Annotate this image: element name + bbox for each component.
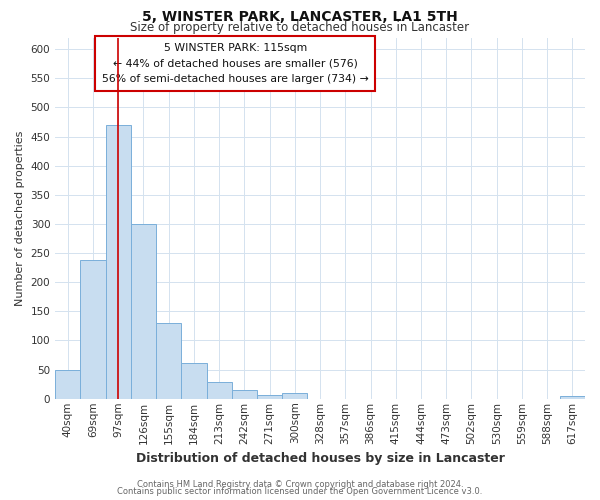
Text: Size of property relative to detached houses in Lancaster: Size of property relative to detached ho…	[130, 21, 470, 34]
Text: Contains HM Land Registry data © Crown copyright and database right 2024.: Contains HM Land Registry data © Crown c…	[137, 480, 463, 489]
Bar	[206, 382, 232, 399]
Bar	[257, 394, 282, 399]
Y-axis label: Number of detached properties: Number of detached properties	[15, 130, 25, 306]
Bar	[106, 125, 131, 399]
Bar	[560, 396, 585, 399]
Bar	[156, 323, 181, 399]
X-axis label: Distribution of detached houses by size in Lancaster: Distribution of detached houses by size …	[136, 452, 505, 465]
Bar	[282, 393, 307, 399]
Bar	[131, 224, 156, 399]
Bar	[232, 390, 257, 399]
Text: 5, WINSTER PARK, LANCASTER, LA1 5TH: 5, WINSTER PARK, LANCASTER, LA1 5TH	[142, 10, 458, 24]
Bar	[80, 260, 106, 399]
Text: Contains public sector information licensed under the Open Government Licence v3: Contains public sector information licen…	[118, 487, 482, 496]
Bar	[181, 362, 206, 399]
Bar	[55, 370, 80, 399]
Text: 5 WINSTER PARK: 115sqm
← 44% of detached houses are smaller (576)
56% of semi-de: 5 WINSTER PARK: 115sqm ← 44% of detached…	[102, 43, 368, 84]
